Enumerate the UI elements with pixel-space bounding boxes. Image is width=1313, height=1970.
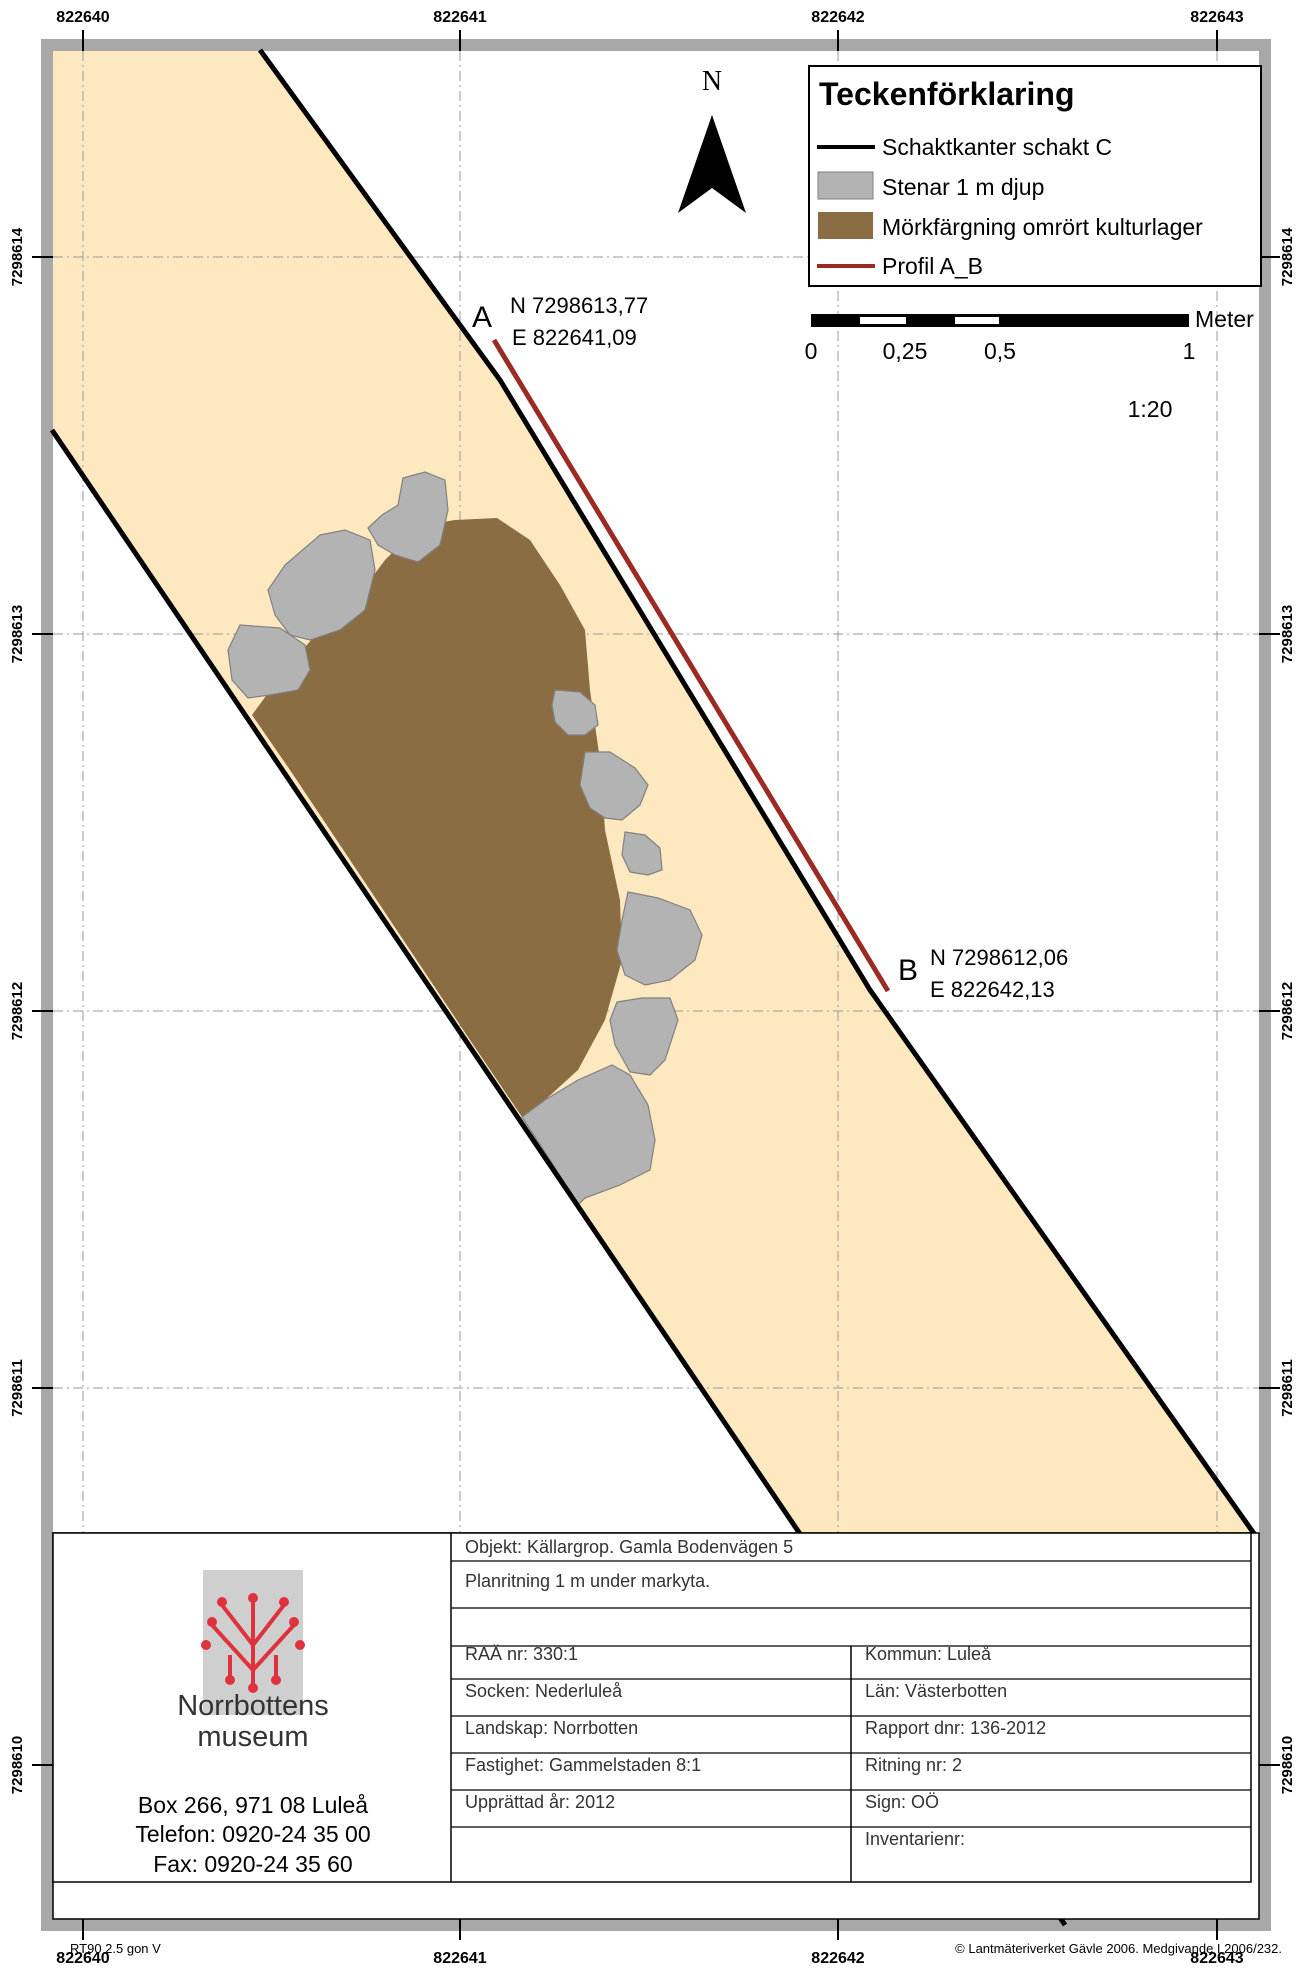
- trench-area: [53, 51, 1259, 1919]
- tb-left-row: Socken: Nederluleå: [465, 1681, 623, 1701]
- tb-left-row: Fastighet: Gammelstaden 8:1: [465, 1755, 701, 1775]
- scale-label-05: 0,5: [984, 338, 1016, 364]
- legend-label-trench-edge: Schaktkanter schakt C: [882, 134, 1112, 160]
- legend-label-dark-layer: Mörkfärgning omrört kulturlager: [882, 214, 1203, 240]
- grid-labels-top: 822640 822641 822642 822643: [56, 9, 1243, 26]
- profile-line-a-b: [491, 338, 891, 993]
- museum-address: Box 266, 971 08 Luleå: [138, 1792, 368, 1818]
- stone: [227, 624, 311, 699]
- stone: [616, 891, 703, 986]
- north-label: N: [702, 66, 722, 97]
- grid-labels-left: 7298614 7298613 7298612 7298611 7298610: [9, 227, 26, 1794]
- tb-left-row: Landskap: Norrbotten: [465, 1718, 638, 1738]
- svg-text:822640: 822640: [56, 9, 109, 26]
- grid-labels-right: 7298614 7298613 7298612 7298611 7298610: [1279, 227, 1296, 1794]
- museum-logo-icon: [210, 1598, 296, 1685]
- museum-name-2: museum: [197, 1721, 308, 1753]
- trench-edge-upper: [257, 48, 1258, 1537]
- scale-ratio: 1:20: [1128, 396, 1173, 422]
- tb-left-row: Upprättad år: 2012: [465, 1792, 615, 1812]
- point-a-label: A: [472, 301, 492, 334]
- north-arrow-icon: [678, 115, 746, 213]
- museum-fax: Fax: 0920-24 35 60: [153, 1851, 352, 1877]
- legend-label-profile: Profil A_B: [882, 253, 983, 279]
- legend: Teckenförklaring Schaktkanter schakt C S…: [808, 65, 1262, 287]
- svg-text:822643: 822643: [1190, 1950, 1243, 1967]
- svg-text:7298613: 7298613: [9, 605, 26, 663]
- stone: [609, 997, 679, 1076]
- svg-text:7298610: 7298610: [9, 1736, 26, 1794]
- legend-box: [808, 65, 1262, 287]
- tb-right-row: Inventarienr:: [865, 1829, 965, 1849]
- svg-text:822640: 822640: [56, 1950, 109, 1967]
- tb-right-row: Län: Västerbotten: [865, 1681, 1007, 1701]
- legend-symbol-dark-layer: [818, 212, 873, 239]
- point-b-north: N 7298612,06: [930, 945, 1068, 970]
- tb-right-row: Sign: OÖ: [865, 1792, 939, 1812]
- scale-unit: Meter: [1195, 306, 1254, 332]
- stones: [227, 471, 703, 1206]
- grid-ticks: [32, 30, 1280, 1940]
- svg-text:822643: 822643: [1190, 9, 1243, 26]
- scale-label-025: 0,25: [883, 338, 928, 364]
- svg-text:7298613: 7298613: [1279, 605, 1296, 663]
- title-objekt: Objekt: Källargrop. Gamla Bodenvägen 5: [465, 1537, 793, 1557]
- svg-text:7298611: 7298611: [9, 1359, 26, 1417]
- point-b-label: B: [898, 954, 918, 987]
- svg-text:822642: 822642: [811, 1950, 864, 1967]
- copyright-text: © Lantmäteriverket Gävle 2006. Medgivand…: [955, 1941, 1282, 1956]
- legend-label-stones: Stenar 1 m djup: [882, 174, 1044, 200]
- dark-culture-layer: [252, 518, 622, 1117]
- svg-text:7298611: 7298611: [1279, 1359, 1296, 1417]
- svg-text:7298612: 7298612: [1279, 982, 1296, 1040]
- tb-right-row: Kommun: Luleå: [865, 1644, 992, 1664]
- stone: [521, 1064, 656, 1206]
- grid-labels-bottom: 822640 822641 822642 822643: [56, 1950, 1243, 1967]
- title-plan: Planritning 1 m under markyta.: [465, 1571, 710, 1591]
- tb-left-row: RAÄ nr: 330:1: [465, 1644, 578, 1664]
- scale-label-1: 1: [1183, 338, 1196, 364]
- museum-logo: Norrbottens museum Box 266, 971 08 Luleå…: [135, 1570, 371, 1877]
- point-a-north: N 7298613,77: [510, 293, 648, 318]
- svg-text:822642: 822642: [811, 9, 864, 26]
- svg-text:7298610: 7298610: [1279, 1736, 1296, 1794]
- svg-text:822641: 822641: [433, 9, 486, 26]
- stone: [621, 831, 663, 876]
- svg-text:7298614: 7298614: [1279, 227, 1296, 286]
- tb-right-row: Ritning nr: 2: [865, 1755, 962, 1775]
- museum-name-1: Norrbottens: [177, 1690, 329, 1722]
- point-b-east: E 822642,13: [930, 977, 1055, 1002]
- stone: [367, 471, 449, 563]
- scale-bar: Meter 0 0,25 0,5 1 1:20: [805, 306, 1255, 422]
- north-arrow: N: [678, 66, 746, 213]
- tb-right-row: Rapport dnr: 136-2012: [865, 1718, 1046, 1738]
- legend-symbol-stones: [817, 171, 874, 200]
- svg-text:7298612: 7298612: [9, 982, 26, 1040]
- museum-phone: Telefon: 0920-24 35 00: [135, 1821, 370, 1847]
- svg-text:7298614: 7298614: [9, 227, 26, 286]
- stone: [579, 751, 649, 821]
- legend-title: Teckenförklaring: [819, 76, 1074, 112]
- stone: [267, 529, 376, 641]
- svg-text:822641: 822641: [433, 1950, 486, 1967]
- point-a-east: E 822641,09: [512, 325, 637, 350]
- scale-label-0: 0: [805, 338, 818, 364]
- stone: [551, 689, 599, 736]
- projection-text: RT90 2.5 gon V: [70, 1941, 161, 1956]
